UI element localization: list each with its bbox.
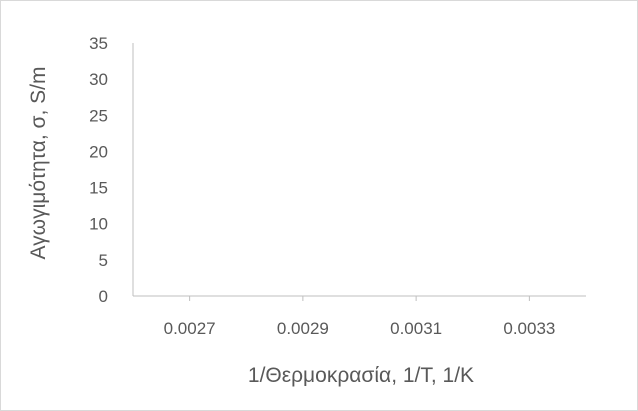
x-tick-labels: 0.0027 0.0029 0.0031 0.0033 (164, 319, 556, 338)
plot-area: 0 5 10 15 20 25 30 35 0.0027 0.0029 0.0031 0.0033 (89, 34, 586, 338)
x-tick-label: 0.0029 (277, 319, 329, 338)
y-tick-label: 30 (89, 70, 108, 89)
y-tick-label: 10 (89, 215, 108, 234)
y-axis-title: Αγωγιμότητα, σ, S/m (27, 67, 50, 260)
x-tick-label: 0.0033 (503, 319, 555, 338)
y-tick-label: 25 (89, 106, 108, 125)
x-tick-label: 0.0031 (390, 319, 442, 338)
y-tick-label: 5 (99, 251, 108, 270)
x-tick-marks (189, 296, 530, 301)
y-tick-label: 35 (89, 34, 108, 53)
x-tick-label: 0.0027 (164, 319, 216, 338)
y-tick-label: 20 (89, 142, 108, 161)
y-tick-label: 0 (99, 287, 108, 306)
x-axis-title: 1/Θερμοκρασία, 1/T, 1/K (248, 364, 474, 387)
y-tick-labels: 0 5 10 15 20 25 30 35 (89, 34, 108, 306)
y-tick-label: 15 (89, 179, 108, 198)
